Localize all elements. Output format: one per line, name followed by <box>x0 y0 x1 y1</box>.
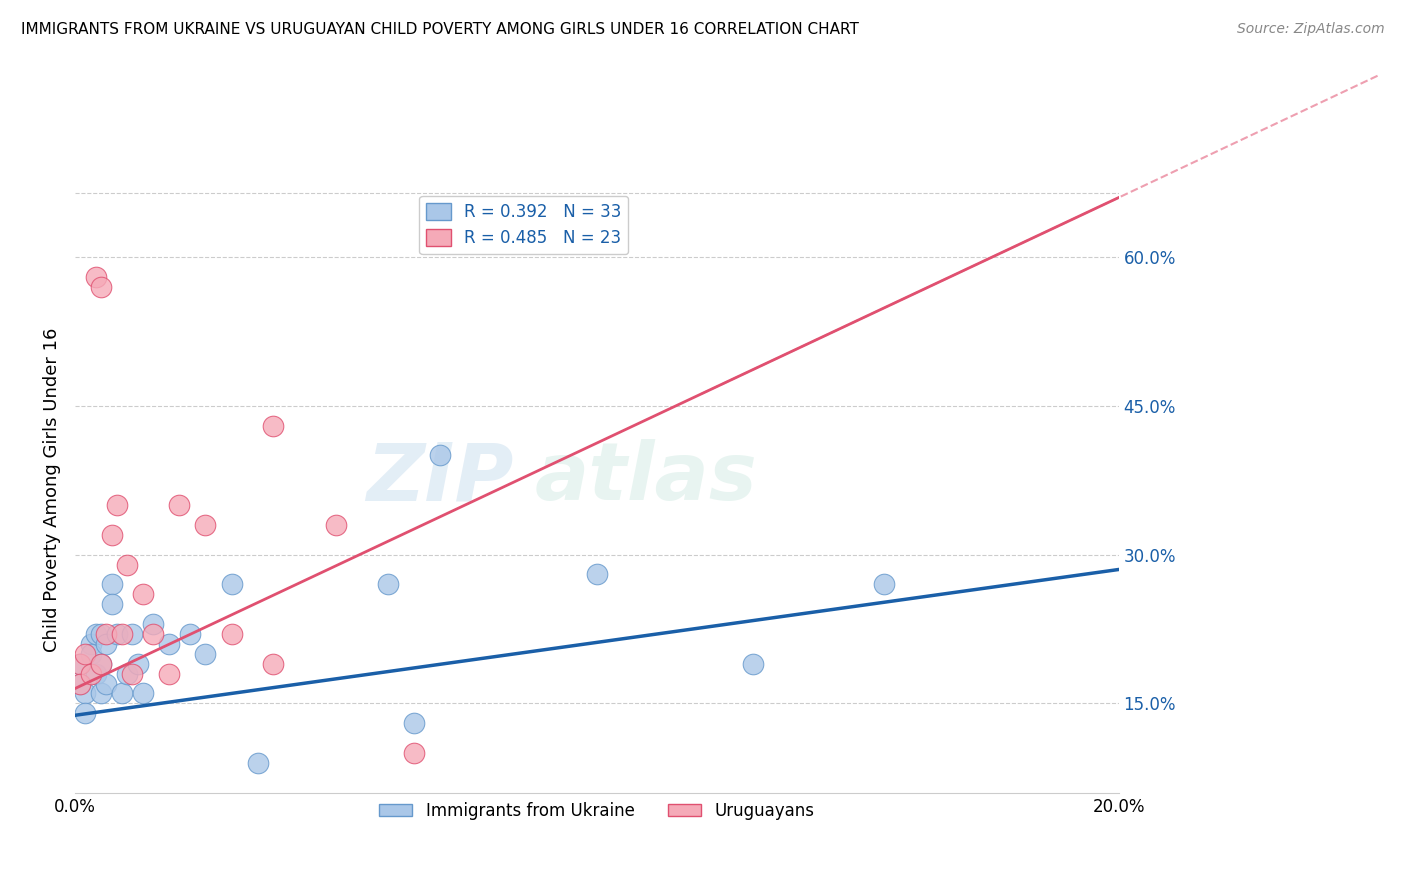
Legend: Immigrants from Ukraine, Uruguayans: Immigrants from Ukraine, Uruguayans <box>373 796 821 827</box>
Point <box>111 686 134 700</box>
Point <box>100 528 122 542</box>
Point <box>246 756 269 770</box>
Point <box>194 517 217 532</box>
Point <box>742 657 765 671</box>
Point <box>142 617 165 632</box>
Point <box>157 666 180 681</box>
Point <box>90 627 112 641</box>
Point <box>111 627 134 641</box>
Point <box>115 666 138 681</box>
Point <box>105 627 128 641</box>
Point <box>221 627 243 641</box>
Point <box>325 517 347 532</box>
Point <box>75 647 97 661</box>
Point <box>121 627 143 641</box>
Text: IMMIGRANTS FROM UKRAINE VS URUGUAYAN CHILD POVERTY AMONG GIRLS UNDER 16 CORRELAT: IMMIGRANTS FROM UKRAINE VS URUGUAYAN CHI… <box>21 22 859 37</box>
Point <box>69 676 91 690</box>
Point <box>194 647 217 661</box>
Point <box>96 637 118 651</box>
Point <box>585 567 607 582</box>
Point <box>79 647 101 661</box>
Text: Source: ZipAtlas.com: Source: ZipAtlas.com <box>1237 22 1385 37</box>
Point <box>69 657 91 671</box>
Point <box>873 577 896 591</box>
Point <box>377 577 399 591</box>
Point <box>142 627 165 641</box>
Point <box>127 657 149 671</box>
Point <box>100 577 122 591</box>
Point <box>90 686 112 700</box>
Point <box>96 627 118 641</box>
Point <box>404 716 426 731</box>
Point <box>132 686 155 700</box>
Point <box>100 597 122 611</box>
Point <box>90 657 112 671</box>
Point <box>169 498 191 512</box>
Point <box>404 746 426 760</box>
Point <box>84 666 107 681</box>
Text: atlas: atlas <box>534 439 756 517</box>
Point <box>84 269 107 284</box>
Point <box>79 637 101 651</box>
Point <box>75 686 97 700</box>
Point <box>79 666 101 681</box>
Point <box>69 676 91 690</box>
Point <box>115 558 138 572</box>
Point <box>90 657 112 671</box>
Point <box>121 666 143 681</box>
Point <box>84 627 107 641</box>
Point <box>96 676 118 690</box>
Point <box>132 587 155 601</box>
Y-axis label: Child Poverty Among Girls Under 16: Child Poverty Among Girls Under 16 <box>44 328 60 652</box>
Point <box>90 280 112 294</box>
Point <box>262 418 284 433</box>
Point <box>75 706 97 721</box>
Point <box>179 627 201 641</box>
Text: ZIP: ZIP <box>366 439 513 517</box>
Point <box>429 449 451 463</box>
Point <box>69 657 91 671</box>
Point <box>157 637 180 651</box>
Point <box>221 577 243 591</box>
Point <box>262 657 284 671</box>
Point <box>105 498 128 512</box>
